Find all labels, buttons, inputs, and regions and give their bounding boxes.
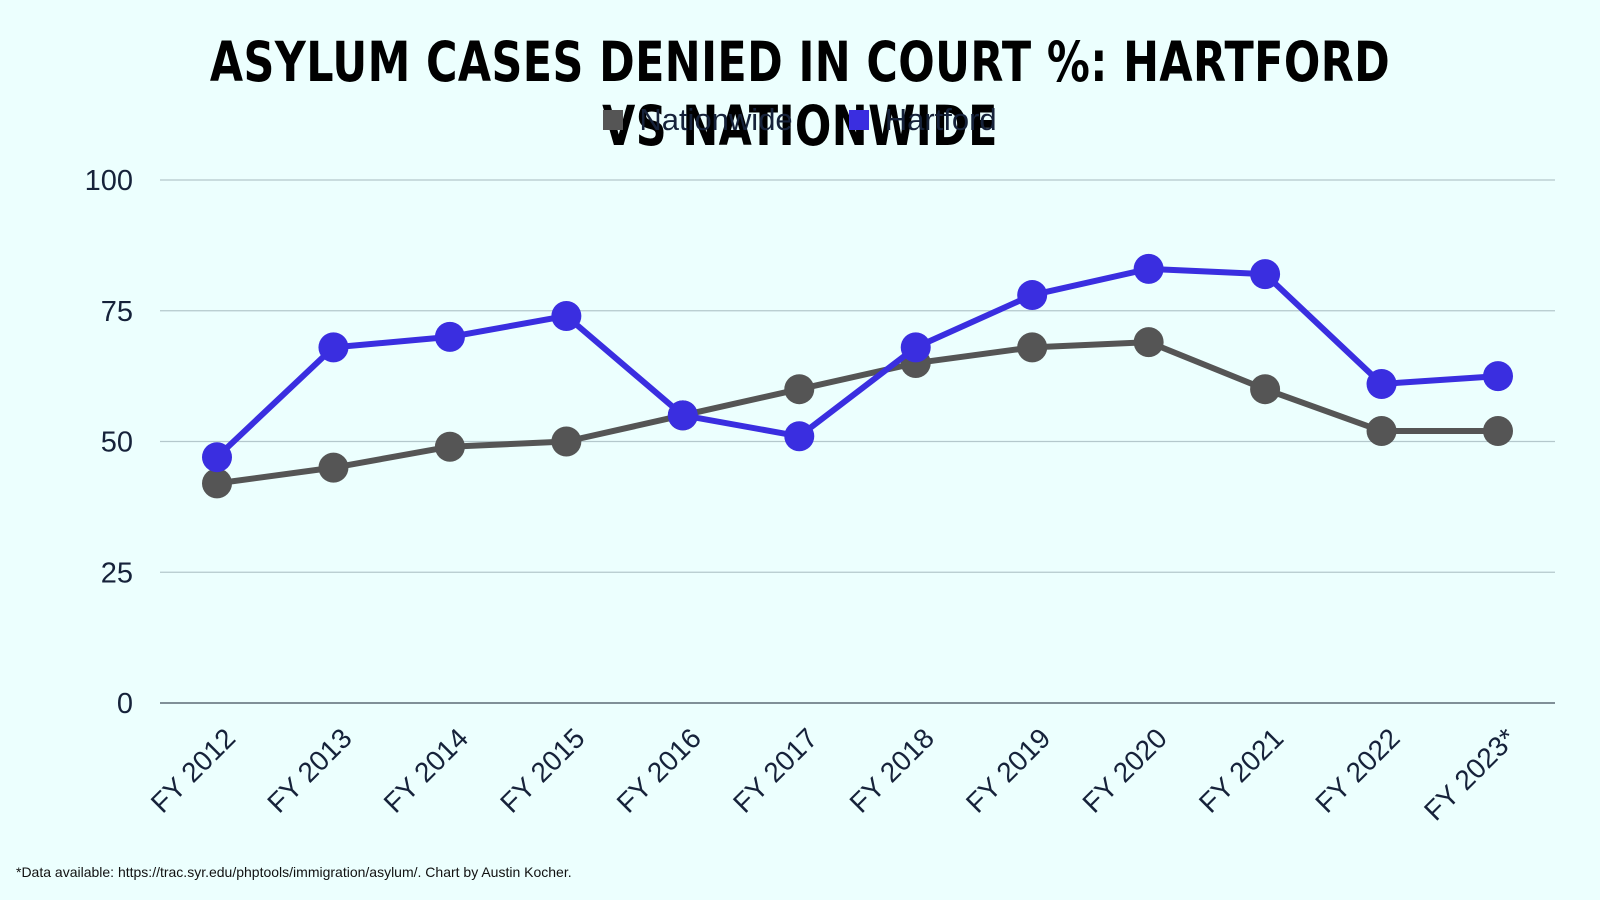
y-tick-label: 75 <box>101 296 133 328</box>
data-point-hartford <box>551 300 582 331</box>
x-tick-label: FY 2020 <box>1076 722 1172 818</box>
x-tick-label: FY 2013 <box>261 722 357 818</box>
y-tick-label: 25 <box>101 557 133 589</box>
data-point-nationwide <box>1483 416 1513 447</box>
legend-label-nationwide: Nationwide <box>639 102 793 137</box>
data-point-hartford <box>1133 253 1164 284</box>
x-tick-label: FY 2022 <box>1309 722 1405 818</box>
y-tick-label: 0 <box>117 688 133 720</box>
data-point-nationwide <box>202 468 232 499</box>
x-tick-label: FY 2015 <box>494 722 590 818</box>
data-point-hartford <box>1017 280 1048 311</box>
x-tick-label: FY 2016 <box>611 722 707 818</box>
data-point-nationwide <box>784 374 815 405</box>
series-line-hartford <box>214 265 1501 461</box>
data-point-hartford <box>202 442 232 473</box>
chart-legend: Nationwide Hartford <box>0 102 1600 138</box>
x-tick-label: FY 2021 <box>1193 722 1289 818</box>
data-point-hartford <box>434 321 465 352</box>
x-tick-label: FY 2017 <box>727 722 823 818</box>
data-point-nationwide <box>551 426 582 457</box>
data-point-hartford <box>1483 361 1513 392</box>
x-tick-label: FY 2018 <box>844 722 940 818</box>
legend-label-hartford: Hartford <box>884 102 997 137</box>
data-point-hartford <box>900 332 931 363</box>
chart-title: ASYLUM CASES DENIED IN COURT %: HARTFORD… <box>209 30 1391 158</box>
data-point-hartford <box>318 332 349 363</box>
legend-swatch-hartford <box>848 110 869 130</box>
data-point-hartford <box>1366 368 1397 399</box>
x-tick-label: FY 2023* <box>1418 722 1522 826</box>
data-point-nationwide <box>434 431 465 462</box>
legend-item-nationwide: Nationwide <box>603 102 793 138</box>
series-line-nationwide <box>214 339 1501 487</box>
x-tick-label: FY 2014 <box>378 722 474 818</box>
y-tick-label: 100 <box>85 165 133 197</box>
legend-item-hartford: Hartford <box>848 102 997 138</box>
x-tick-label: FY 2012 <box>145 722 241 818</box>
source-note: *Data available: https://trac.syr.edu/ph… <box>16 864 572 880</box>
data-point-hartford <box>784 421 815 452</box>
data-point-hartford <box>667 400 698 431</box>
legend-swatch-nationwide <box>603 110 624 130</box>
y-tick-label: 50 <box>101 427 133 459</box>
data-point-nationwide <box>1250 374 1281 405</box>
data-point-nationwide <box>1133 327 1164 358</box>
data-point-nationwide <box>1017 332 1048 363</box>
x-tick-label: FY 2019 <box>960 722 1056 818</box>
data-point-nationwide <box>318 452 349 483</box>
data-point-hartford <box>1250 259 1281 290</box>
data-point-nationwide <box>1366 416 1397 447</box>
